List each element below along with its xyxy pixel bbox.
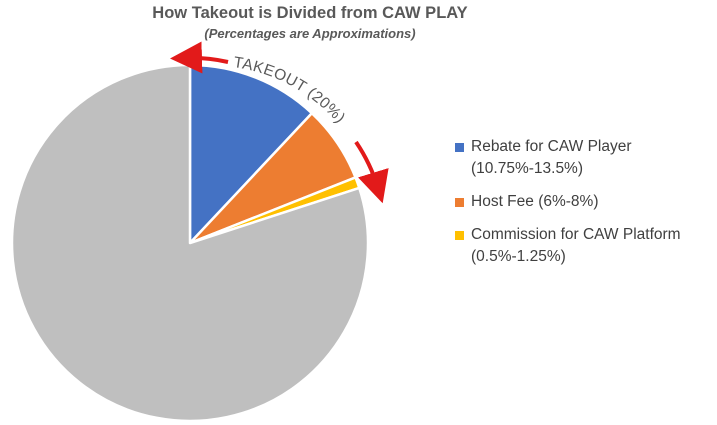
legend-item-host-fee: Host Fee (6%-8%) <box>455 191 717 213</box>
chart-subtitle: (Percentages are Approximations) <box>204 26 416 41</box>
legend-item-rebate: Rebate for CAW Player (10.75%-13.5%) <box>455 136 717 180</box>
pie-slices <box>10 63 370 423</box>
pie-slice-remainder <box>10 63 370 423</box>
legend-range-commission: (0.5%-1.25%) <box>471 248 566 265</box>
legend-swatch-host-fee <box>455 198 464 207</box>
legend-swatch-rebate <box>455 143 464 152</box>
legend-item-commission: Commission for CAW Platform (0.5%-1.25%) <box>455 224 717 268</box>
takeout-arrow-left <box>170 41 229 74</box>
legend-label-rebate: Rebate for CAW Player <box>471 138 632 155</box>
legend-label-host-fee: Host Fee (6%-8%) <box>471 193 599 210</box>
legend-range-rebate: (10.75%-13.5%) <box>471 160 584 177</box>
takeout-arrow-right <box>354 140 389 204</box>
chart-legend: Rebate for CAW Player (10.75%-13.5%) Hos… <box>455 136 717 279</box>
chart-title: How Takeout is Divided from CAW PLAY <box>152 4 468 22</box>
legend-label-commission: Commission for CAW Platform <box>471 226 681 243</box>
legend-swatch-commission <box>455 231 464 240</box>
